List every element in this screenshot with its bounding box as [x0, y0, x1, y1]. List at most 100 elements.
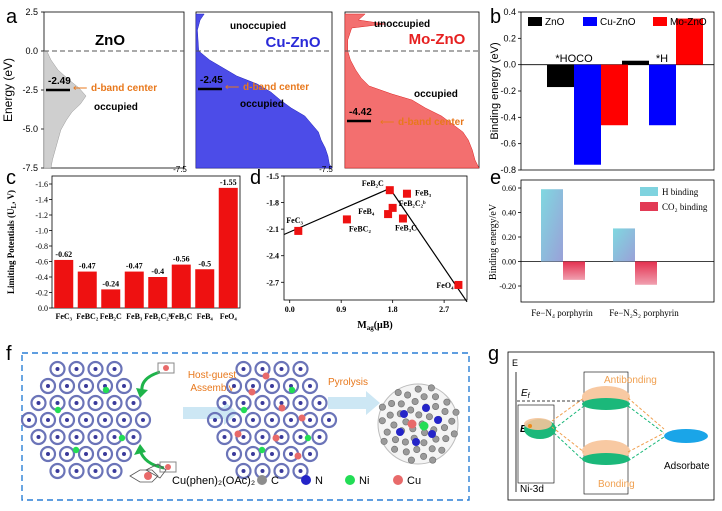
zif-cage-ring	[254, 394, 271, 412]
dos-subpanel-mo-zno: unoccupied Mo-ZnO occupied -4.42 ⟵ d-ban…	[319, 11, 480, 174]
zif-node	[279, 367, 284, 371]
panel-d-axes: -1.5 -1.8 -2.1 -2.4 -2.7 0.0 0.9 1.8 2.7	[266, 172, 449, 314]
panel-e-y-axis: 0.60 0.40 0.20 0.00 -0.20	[499, 184, 714, 291]
ni-site	[118, 434, 126, 442]
panel-e-ytick-label: 0.20	[502, 233, 516, 242]
legend-atom-label-n: N	[315, 475, 323, 487]
panel-a-ytick-label: -7.5	[22, 163, 38, 173]
carbon-cage-single-atom	[377, 383, 460, 465]
guest-molecule-bottom	[134, 444, 177, 473]
panel-b-category-label: *H	[656, 53, 668, 65]
zif-cage-ring	[263, 377, 281, 395]
zif-cage-ring	[87, 462, 104, 480]
dos-fill-cu-zno	[195, 13, 333, 169]
zif-node	[270, 384, 274, 388]
d-band-label-zno: d-band center	[91, 83, 157, 94]
panel-e-ytick-label: -0.20	[499, 282, 516, 291]
panel-c-ytick-label: -1.0	[35, 227, 48, 236]
bar-zno-0	[547, 64, 574, 88]
panel-e-category-label: Fe−N₂S₂ porphyrin	[609, 308, 679, 318]
cu-guest-site	[294, 452, 302, 460]
zif-node	[279, 435, 284, 439]
panel-c-category-label: FeB₄	[197, 312, 214, 321]
legend-atom-label-cu: Cu	[407, 475, 421, 487]
zif-node	[93, 401, 98, 405]
cu-guest-site	[298, 414, 306, 422]
step-label-pyrolysis: Pyrolysis	[328, 377, 368, 388]
cu-guest-site	[262, 372, 270, 380]
panel-e-category-label: Fe−N₄ porphyrin	[531, 308, 593, 318]
zif-node	[260, 367, 265, 371]
bar-FeC3	[54, 259, 74, 308]
panel-e-frame	[520, 179, 715, 303]
zif-node	[298, 401, 303, 405]
zif-cage-ring	[106, 462, 123, 480]
zif-node	[131, 435, 136, 439]
zif-cage-ring	[58, 445, 76, 463]
panel-d-xlabel: Mag(μB)	[357, 320, 392, 332]
zif-node	[74, 401, 79, 405]
panel-c-category-label: FeB₃C	[170, 312, 192, 321]
ni-site	[258, 446, 266, 454]
zif-node	[260, 401, 265, 405]
carbon-atom	[431, 393, 439, 401]
panel-a: a Energy (eV) 2.5 0.0 -2.5 -5.0 -7.5 ZnO -2.…	[1, 6, 480, 174]
bar-value-label: -0.4	[151, 267, 164, 276]
step-label-assembly-2: Assembly	[190, 383, 233, 394]
dos-title-zno: ZnO	[95, 32, 125, 49]
adsorbate-state	[664, 429, 708, 443]
bar-value-label: -0.62	[55, 250, 72, 259]
zif-node	[289, 418, 293, 422]
zif-node	[232, 384, 236, 388]
zif-node	[251, 418, 255, 422]
zif-cage-ring	[77, 445, 95, 463]
panel-c-frame	[51, 175, 241, 309]
dos-title-cu-zno: Cu-ZnO	[266, 34, 321, 51]
panel-label-a: a	[6, 6, 18, 28]
sub-bottom-tick-cu-zno: -7.5	[173, 165, 187, 174]
carbon-atom	[438, 446, 446, 454]
panel-c-category-label: FeO₄	[220, 312, 238, 321]
legend-atom-label-c: C	[271, 475, 279, 487]
bar-cu-zno-0	[574, 64, 601, 165]
carbon-atom	[380, 437, 388, 445]
zif-cage-ring	[320, 411, 338, 429]
zif-node	[74, 367, 79, 371]
ni-3d-label: Ni-3d	[520, 484, 544, 495]
ni-3d-box	[517, 404, 555, 484]
panel-g: g E Ef Ed Ni-3d Antibonding Bonding Adso…	[488, 343, 715, 501]
zif-node	[131, 401, 136, 405]
zif-cage-ring	[216, 394, 233, 412]
nitrogen-atom	[422, 404, 430, 412]
zif-cage-ring	[282, 411, 300, 429]
zif-node	[260, 435, 265, 439]
zif-cage-ring	[39, 377, 57, 395]
panel-b-ytick-label: -0.6	[500, 139, 516, 149]
panel-c-category-label: FeB₂C	[100, 312, 122, 321]
zif-cage-ring	[58, 377, 76, 395]
bar-h-binding-1	[613, 228, 635, 262]
point-FeB2C	[385, 186, 394, 195]
zif-cage-ring	[39, 445, 57, 463]
legend-swatch-e-1	[640, 202, 658, 211]
panel-b-legend: ZnO Cu-ZnO Mo-ZnO	[528, 17, 707, 28]
panel-c-ytick-label: -0.2	[35, 289, 48, 298]
zif-cage-ring	[68, 394, 85, 412]
point-FeB3	[402, 189, 411, 198]
zif-node	[112, 435, 117, 439]
nitrogen-atom	[434, 416, 442, 424]
bar-FeB3C	[171, 264, 191, 308]
panel-f-legend: Cu(phen)₂(OAc)₂ C N Ni Cu	[129, 463, 421, 487]
zif-cage-ring	[115, 377, 133, 395]
zif-cage-ring	[311, 394, 328, 412]
ni-site	[304, 434, 312, 442]
zif-node	[251, 384, 255, 388]
bonding-filled	[582, 453, 630, 465]
ni-site	[54, 406, 62, 414]
carbon-atom	[391, 436, 399, 444]
zif-cage-ring	[292, 360, 309, 378]
nickel-atom	[419, 421, 429, 431]
legend-label-e-0: H binding	[662, 187, 699, 197]
hybrid-lines-green	[553, 405, 665, 462]
bar-value-label: -0.56	[173, 255, 190, 264]
